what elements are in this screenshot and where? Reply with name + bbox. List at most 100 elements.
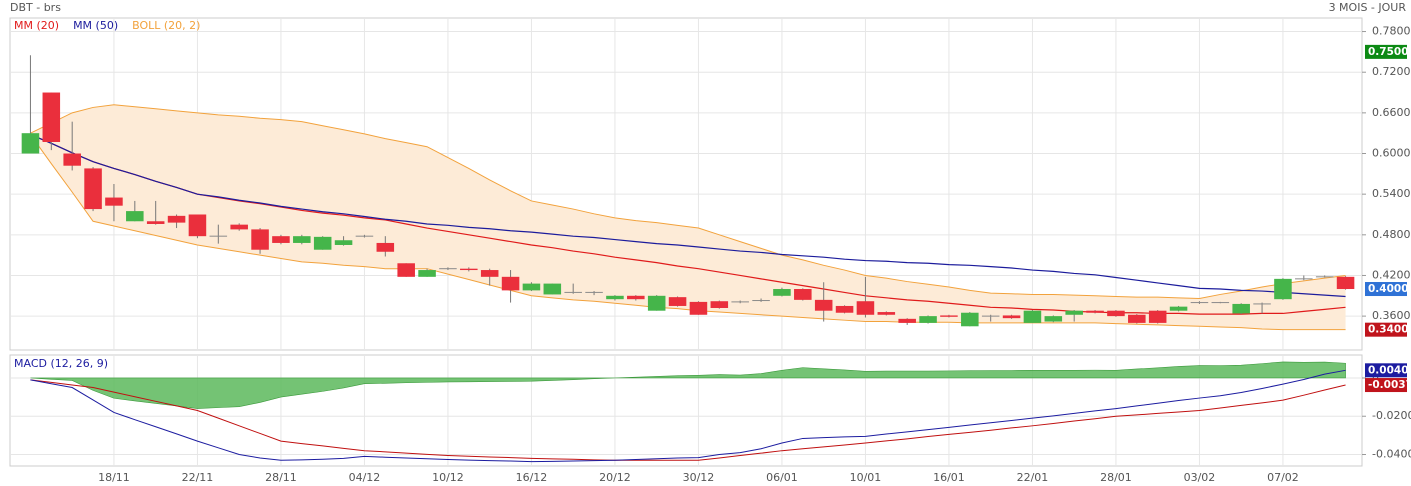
y-tick-label: 0 [1372,371,1379,384]
candle-body [188,214,207,237]
candle-body [522,283,541,291]
candle-body [877,312,896,315]
candle-body [1065,310,1083,315]
candle-body [1128,314,1146,323]
candle-body [1044,316,1063,322]
y-tick-label: 0.5400 [1372,187,1411,200]
y-tick-label: -0.0400 [1372,448,1411,461]
candle-body [794,289,812,300]
y-tick-label: -0.0200 [1372,409,1411,422]
candle-body [981,315,1000,317]
candle-body [439,268,457,270]
last-value-label: -0.0037 [1368,379,1411,391]
x-tick-label: 03/02 [1184,471,1216,484]
last-value-box [1365,322,1407,337]
last-value-box [1365,363,1407,378]
signal-line [30,379,1346,461]
legend-entry: MM (20) [14,19,59,32]
candle-body [460,268,478,271]
candle-body [898,318,916,323]
x-tick-label: 28/01 [1100,471,1132,484]
candle-body [752,300,770,302]
boll-band [30,104,1346,330]
candle-body [397,263,415,277]
candle-body [1295,278,1313,280]
candle-body [773,289,791,296]
x-tick-label: 22/11 [182,471,214,484]
candle-body [84,168,102,210]
candle-body [1086,310,1104,313]
last-value-box [1365,378,1407,393]
boll-lower [30,134,1346,331]
candle-body [647,295,666,311]
macd-histogram [30,361,1346,409]
x-tick-label: 10/12 [432,471,464,484]
candle-body [313,236,332,250]
candle-body [731,301,749,303]
candle-body [272,236,290,243]
candle-body [856,301,875,315]
moving-average [30,133,1346,298]
candle-body [21,133,40,154]
x-tick-label: 16/01 [933,471,965,484]
y-tick-label: 0.4800 [1372,228,1411,241]
legend-entry: MM (50) [73,19,118,32]
y-tick-label: 0.7800 [1372,25,1411,38]
x-tick-label: 06/01 [766,471,798,484]
candle-body [209,235,228,237]
candle-body [1169,306,1188,311]
candle-body [1232,303,1250,314]
candle-body [1002,315,1021,319]
candle-body [835,305,854,313]
candle-body [42,92,61,142]
x-tick-label: 07/02 [1267,471,1299,484]
candle-body [230,224,248,230]
last-value-label: 0.3400 [1368,324,1409,336]
candle-body [355,235,374,237]
candle-body [63,153,81,166]
candle-body [919,316,937,323]
last-value-box [1365,282,1407,297]
x-tick-label: 04/12 [349,471,381,484]
moving-average [30,133,1346,315]
candle-body [126,211,144,222]
last-value-label: 0.7500 [1368,46,1409,58]
x-tick-label: 30/12 [683,471,715,484]
candle-body [334,240,353,245]
y-tick-label: 0.7200 [1372,65,1411,78]
candle-body [146,221,165,224]
x-tick-label: 22/01 [1017,471,1049,484]
candle-body [940,315,958,317]
candle-body [501,276,520,291]
candle-body [814,299,833,311]
candle-body [627,295,645,300]
last-value-label: 0.0040 [1368,364,1409,376]
y-tick-label: 0.6600 [1372,106,1411,119]
candle-body [543,283,562,295]
candle-body [710,301,729,308]
last-value-box [1365,44,1407,59]
candle-body [1211,302,1230,304]
candle-body [1336,276,1355,290]
candle-body [293,236,311,243]
y-tick-label: 0.3600 [1372,309,1411,322]
y-tick-label: 0.4200 [1372,268,1411,281]
candle-body [668,297,687,306]
candle-body [1253,303,1271,305]
candle-body [1107,310,1125,317]
candle-body [961,312,979,327]
legend-entry: BOLL (20, 2) [132,19,200,32]
candle-body [251,229,269,250]
x-tick-label: 28/11 [265,471,297,484]
chart-subtitle: 3 MOIS - JOUR [1329,1,1407,14]
x-tick-label: 16/12 [516,471,548,484]
panel-title: MACD (12, 26, 9) [14,357,108,370]
candle-body [376,242,395,252]
x-tick-label: 10/01 [850,471,882,484]
boll-upper [30,104,1346,300]
candle-body [1315,276,1334,278]
candle-body [167,215,186,223]
candle-body [1274,278,1292,300]
macd-line [30,369,1346,463]
